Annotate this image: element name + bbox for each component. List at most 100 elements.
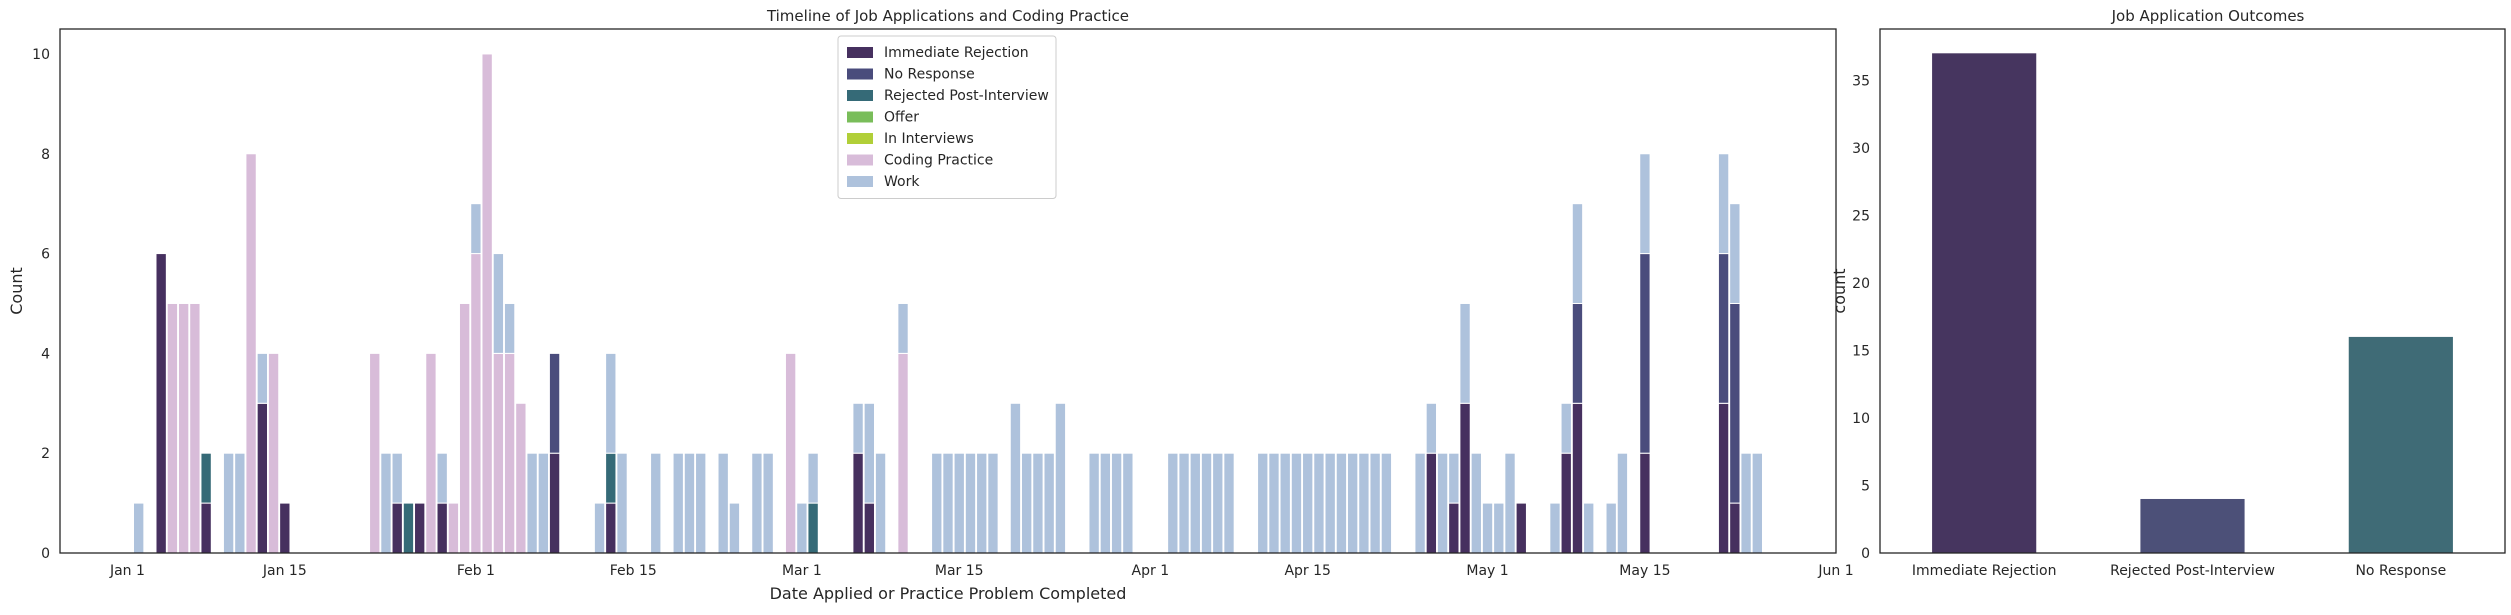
timeline-bar-segment	[492, 352, 505, 554]
outcomes-y-axis: 0 5 10 15 20 25 30 35	[1852, 73, 1870, 562]
outcomes-y-tick-label: 0	[1861, 546, 1870, 562]
timeline-bar-segment	[234, 452, 246, 554]
timeline-bar-segment	[1717, 402, 1730, 554]
outcomes-y-label: count	[1830, 268, 1849, 313]
timeline-x-tick-label: Jan 1	[109, 563, 145, 579]
timeline-bar-segment	[1583, 502, 1595, 554]
timeline-bar-segment	[1088, 452, 1100, 554]
outcomes-x-tick-label: Rejected Post-Interview	[2110, 563, 2275, 579]
timeline-bar-segment	[1178, 452, 1190, 554]
outcomes-y-tick-label: 5	[1861, 478, 1870, 494]
timeline-bar-segment	[1122, 452, 1134, 554]
timeline-bar-segment	[897, 352, 909, 554]
timeline-bar-segment	[863, 502, 875, 554]
timeline-bar-segment	[470, 203, 482, 255]
timeline-x-label: Date Applied or Practice Problem Complet…	[770, 584, 1127, 603]
timeline-title: Timeline of Job Applications and Coding …	[766, 7, 1129, 25]
timeline-bar-segment	[222, 452, 235, 554]
timeline-bar-segment	[1729, 502, 1741, 554]
outcomes-bar	[2140, 498, 2245, 553]
legend-label: Rejected Post-Interview	[884, 88, 1049, 104]
timeline-bar-segment	[1200, 452, 1213, 554]
timeline-bar-segment	[1223, 452, 1235, 554]
timeline-bar-segment	[1751, 452, 1763, 554]
timeline-bar-segment	[650, 452, 662, 554]
timeline-bar-segment	[616, 452, 628, 554]
timeline-bar-segment	[1335, 452, 1348, 554]
timeline-bar-segment	[503, 302, 516, 354]
outcomes-chart: Job Application Outcomes 05101520253035 …	[1830, 7, 2506, 579]
timeline-bar-segment	[1257, 452, 1269, 554]
timeline-bar-segment	[436, 452, 448, 504]
timeline-bar-segment	[1436, 452, 1449, 554]
timeline-bar-segment	[166, 302, 179, 554]
timeline-x-tick-label: May 1	[1466, 563, 1508, 579]
outcomes-title: Job Application Outcomes	[2111, 7, 2305, 25]
timeline-bar-segment	[1481, 502, 1494, 554]
timeline-bar-segment	[155, 253, 167, 554]
timeline-bar-segment	[1639, 253, 1651, 454]
outcomes-plot-frame	[1879, 28, 2506, 554]
timeline-bar-segment	[1515, 502, 1527, 554]
timeline-y-tick-label: 8	[41, 147, 50, 163]
timeline-bar-segment	[852, 402, 864, 454]
timeline-bar-segment	[1313, 452, 1325, 554]
timeline-bar-segment	[414, 502, 426, 554]
timeline-bar-segment	[1571, 203, 1584, 304]
timeline-bar-segment	[695, 452, 707, 554]
timeline-bar-segment	[976, 452, 988, 554]
timeline-bar-segment	[1425, 452, 1438, 554]
timeline-bar-segment	[1740, 452, 1752, 554]
timeline-bar-segment	[1009, 402, 1022, 554]
timeline-bar-segment	[447, 502, 460, 554]
timeline-bar-segment	[1549, 502, 1561, 554]
timeline-bar-segment	[470, 253, 482, 554]
timeline-bar-segment	[1212, 452, 1224, 554]
legend-label: Immediate Rejection	[884, 45, 1029, 61]
legend-swatch	[847, 68, 873, 80]
timeline-bar-segment	[942, 452, 954, 554]
timeline-bar-segment	[605, 502, 617, 554]
timeline-bar-segment	[369, 352, 381, 554]
timeline-bar-segment	[380, 452, 392, 554]
timeline-bar-segment	[1717, 253, 1730, 404]
timeline-bar-segment	[1639, 153, 1651, 255]
timeline-bar-segment	[425, 352, 437, 554]
timeline-bar-segment	[1425, 402, 1438, 454]
timeline-x-tick-label: Feb 15	[610, 563, 657, 579]
timeline-bar-segment	[1268, 452, 1280, 554]
timeline-y-axis: 0 2 4 6 8 10	[32, 47, 50, 562]
timeline-bar-segment	[177, 302, 190, 554]
outcomes-bar	[2348, 336, 2453, 553]
timeline-y-tick-label: 4	[41, 346, 50, 362]
timeline-bar-segment	[1729, 203, 1741, 304]
timeline-bar-segment	[796, 502, 808, 554]
timeline-bar-segment	[548, 352, 561, 454]
timeline-bar-segment	[863, 402, 875, 504]
legend-swatch	[847, 176, 873, 187]
timeline-bar-segment	[807, 452, 819, 504]
timeline-x-tick-label: Jan 15	[262, 563, 307, 579]
legend-swatch	[847, 111, 873, 123]
outcomes-bar	[1932, 53, 2037, 554]
timeline-bar-segment	[728, 502, 741, 554]
timeline-bar-segment	[593, 502, 606, 554]
timeline-y-tick-label: 6	[41, 247, 50, 263]
outcomes-x-tick-label: Immediate Rejection	[1912, 563, 2057, 579]
timeline-bars	[133, 53, 1763, 554]
outcomes-y-tick-label: 10	[1852, 411, 1870, 427]
timeline-x-tick-label: Jun 1	[1817, 563, 1853, 579]
timeline-bar-segment	[1054, 402, 1067, 554]
timeline-x-tick-label: May 15	[1619, 563, 1670, 579]
timeline-bar-segment	[1346, 452, 1359, 554]
timeline-chart: Timeline of Job Applications and Coding …	[7, 7, 1854, 603]
timeline-y-tick-label: 10	[32, 47, 50, 63]
timeline-bar-segment	[897, 302, 909, 354]
timeline-bar-segment	[672, 452, 684, 554]
timeline-bar-segment	[1729, 302, 1741, 504]
timeline-bar-segment	[1358, 452, 1370, 554]
timeline-bar-segment	[1302, 452, 1314, 554]
outcomes-y-tick-label: 15	[1852, 343, 1870, 359]
timeline-bar-segment	[1369, 452, 1381, 554]
